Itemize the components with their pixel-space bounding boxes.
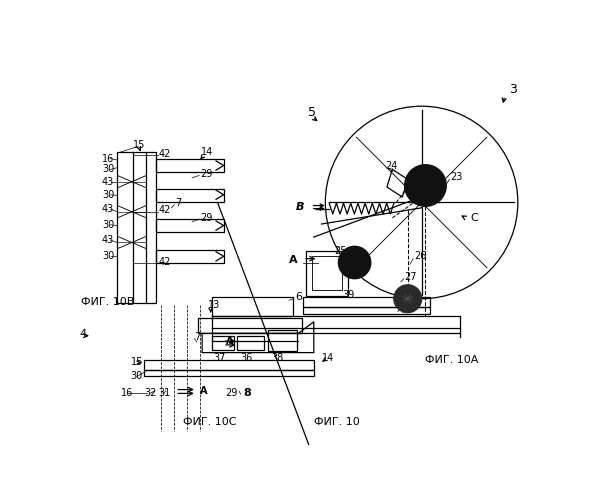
Circle shape (339, 246, 371, 278)
Text: 39: 39 (342, 290, 355, 300)
Text: 30: 30 (102, 190, 114, 200)
Text: 16: 16 (102, 154, 114, 164)
Bar (303, 307, 430, 314)
Text: 16: 16 (121, 388, 134, 398)
Text: 42: 42 (158, 256, 171, 266)
Text: 3: 3 (509, 83, 517, 96)
Text: 7: 7 (175, 198, 181, 208)
Text: 30: 30 (102, 164, 114, 174)
Text: 30: 30 (102, 220, 114, 230)
Text: 14: 14 (201, 148, 213, 158)
Text: 31: 31 (158, 388, 170, 398)
Text: C: C (470, 213, 478, 223)
Text: 29: 29 (200, 169, 212, 179)
Text: 30: 30 (131, 370, 143, 380)
Text: 42: 42 (158, 149, 171, 159)
Text: ФИГ. 10В: ФИГ. 10В (81, 297, 135, 307)
Bar (237, 336, 264, 349)
Bar (156, 160, 224, 172)
Text: 27: 27 (405, 272, 417, 282)
Bar (156, 250, 224, 264)
Text: 6: 6 (295, 292, 302, 302)
Bar (117, 152, 156, 302)
Text: 24: 24 (385, 162, 398, 172)
Text: 26: 26 (414, 252, 426, 262)
Text: ФИГ. 10С: ФИГ. 10С (183, 417, 236, 427)
Text: 37: 37 (214, 353, 226, 363)
Bar (303, 297, 430, 307)
Text: 15: 15 (131, 357, 143, 367)
Text: B: B (295, 202, 304, 212)
Bar (312, 256, 342, 290)
Circle shape (394, 285, 422, 312)
Bar (156, 188, 224, 202)
Text: 32: 32 (144, 388, 157, 398)
Bar (144, 370, 314, 376)
Text: A: A (200, 386, 207, 396)
Text: A: A (226, 336, 233, 346)
Text: 36: 36 (241, 353, 253, 363)
Text: 4: 4 (79, 329, 86, 339)
Bar (306, 251, 349, 296)
Text: 30: 30 (102, 252, 114, 262)
Text: 41: 41 (399, 305, 411, 316)
Text: 42: 42 (158, 205, 171, 215)
Text: 15: 15 (133, 140, 145, 149)
Text: 43: 43 (102, 176, 114, 186)
Text: A: A (289, 255, 298, 265)
Bar (144, 360, 314, 370)
Circle shape (405, 164, 446, 206)
Text: 8: 8 (243, 388, 251, 398)
Text: 13: 13 (207, 300, 220, 310)
Text: 14: 14 (322, 353, 334, 363)
Bar (267, 330, 297, 351)
Text: 43: 43 (102, 204, 114, 214)
Text: 7: 7 (194, 332, 201, 342)
Bar (212, 336, 234, 349)
Text: 25: 25 (334, 246, 346, 256)
Bar (156, 220, 224, 232)
Text: 38: 38 (272, 353, 284, 363)
Bar (198, 318, 302, 334)
Text: ФИГ. 10: ФИГ. 10 (314, 417, 359, 427)
Text: 29: 29 (200, 213, 212, 223)
Text: 5: 5 (307, 106, 316, 119)
Text: ФИГ. 10А: ФИГ. 10А (425, 356, 479, 366)
Text: 29: 29 (225, 388, 237, 398)
Text: 23: 23 (450, 172, 462, 182)
Text: 43: 43 (102, 235, 114, 245)
Bar (212, 297, 293, 316)
